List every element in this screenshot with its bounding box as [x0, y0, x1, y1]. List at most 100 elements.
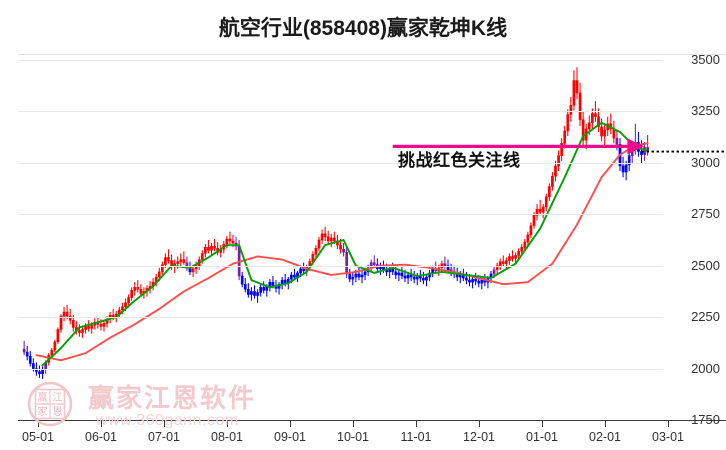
candle-body — [532, 215, 536, 226]
candle-body — [225, 238, 229, 245]
candle-body — [425, 276, 428, 281]
candle-body — [351, 276, 355, 280]
candle-body — [179, 259, 183, 262]
x-axis-tick-label: 06-01 — [85, 430, 117, 444]
candle-body — [210, 245, 213, 251]
candle-body — [422, 277, 425, 281]
candle-body — [560, 143, 563, 156]
candle-body — [621, 165, 625, 173]
candle-body — [569, 105, 573, 115]
candle-body — [50, 349, 54, 356]
candle-body — [458, 274, 462, 278]
x-axis-tick-mark — [227, 420, 228, 427]
candle-body — [157, 271, 161, 278]
x-axis-tick-mark — [164, 420, 165, 427]
candle-body — [572, 80, 576, 106]
candle-body — [587, 122, 591, 130]
candle-body — [253, 291, 256, 296]
x-axis-tick-mark — [38, 420, 39, 427]
candle-body — [468, 279, 471, 283]
candle-body — [22, 348, 26, 353]
candle-body — [517, 251, 521, 256]
candle-body — [465, 277, 468, 281]
candle-body — [56, 329, 60, 343]
page-title: 航空行业(858408)赢家乾坤K线 — [218, 17, 508, 40]
candle-body — [121, 306, 124, 311]
candle-body — [400, 272, 404, 277]
candle-body — [124, 302, 127, 308]
candle-body — [363, 271, 367, 276]
candle-body — [299, 268, 302, 274]
candle-body — [523, 241, 527, 248]
candle-body — [161, 264, 164, 273]
candle-body — [99, 324, 103, 327]
candle-body — [501, 261, 505, 264]
candle-body — [557, 155, 560, 167]
candle-body — [25, 351, 29, 357]
x-axis-tick-mark — [353, 420, 354, 427]
candle-body — [538, 208, 542, 213]
candle-body — [78, 330, 81, 333]
y-axis-tick-label: 2000 — [691, 360, 720, 376]
candle-body — [271, 281, 275, 286]
x-axis-tick-label: 07-01 — [148, 430, 180, 444]
candle-body — [643, 147, 646, 155]
x-axis-line — [18, 420, 726, 421]
y-axis: 3500 3250 3000 2750 2500 2250 2000 1750 — [663, 0, 726, 450]
candle-body — [544, 196, 548, 208]
candle-body — [406, 274, 410, 279]
candle-body — [514, 255, 517, 259]
candle-body — [329, 237, 333, 242]
candle-body — [133, 287, 137, 291]
candle-body — [630, 149, 634, 156]
candle-body — [247, 289, 250, 295]
x-axis-tick-label: 02-01 — [589, 430, 621, 444]
x-axis-tick-label: 10-01 — [337, 430, 369, 444]
candle-body — [262, 287, 266, 291]
chart-header: 航空行业(858408)赢家乾坤K线 — [0, 0, 726, 54]
candle-body — [505, 260, 508, 264]
candle-body — [520, 246, 524, 252]
candle-body — [326, 236, 330, 242]
candle-body — [508, 256, 511, 261]
gridline — [18, 60, 663, 61]
candle-body — [259, 287, 262, 293]
candle-body — [379, 266, 382, 270]
ma-fast-line — [41, 121, 649, 367]
candle-body — [391, 268, 395, 273]
candle-body — [59, 315, 63, 330]
candle-body — [302, 268, 306, 272]
candle-body — [250, 291, 253, 295]
candle-body — [130, 290, 134, 298]
candle-body — [637, 142, 640, 152]
x-axis-tick-mark — [542, 420, 543, 427]
candle-body — [164, 257, 167, 265]
x-axis-tick-label: 08-01 — [211, 430, 243, 444]
x-axis-tick-label: 11-01 — [400, 430, 432, 444]
candle-body — [431, 268, 435, 274]
y-axis-tick-label: 2750 — [691, 206, 720, 222]
candle-body — [240, 275, 244, 285]
candle-body — [529, 225, 533, 236]
candle-body — [200, 253, 204, 260]
candle-body — [551, 175, 554, 187]
candle-body — [603, 129, 606, 137]
y-axis-tick-label: 2250 — [691, 309, 720, 325]
x-axis-tick-mark — [605, 420, 606, 427]
gridline — [18, 162, 663, 164]
candle-body — [243, 283, 247, 290]
candle-body — [68, 315, 72, 321]
candle-body — [345, 252, 349, 275]
candle-body — [81, 329, 84, 333]
candle-body — [412, 276, 416, 280]
candlestick-series — [22, 67, 649, 379]
candle-body — [191, 268, 195, 273]
candle-body — [136, 287, 140, 290]
candle-body — [563, 130, 567, 144]
candle-body — [256, 292, 259, 296]
candle-body — [511, 256, 514, 259]
candle-body — [283, 279, 287, 284]
x-axis-tick-label: 09-01 — [274, 430, 306, 444]
x-axis-tick-label: 01-01 — [526, 430, 558, 444]
